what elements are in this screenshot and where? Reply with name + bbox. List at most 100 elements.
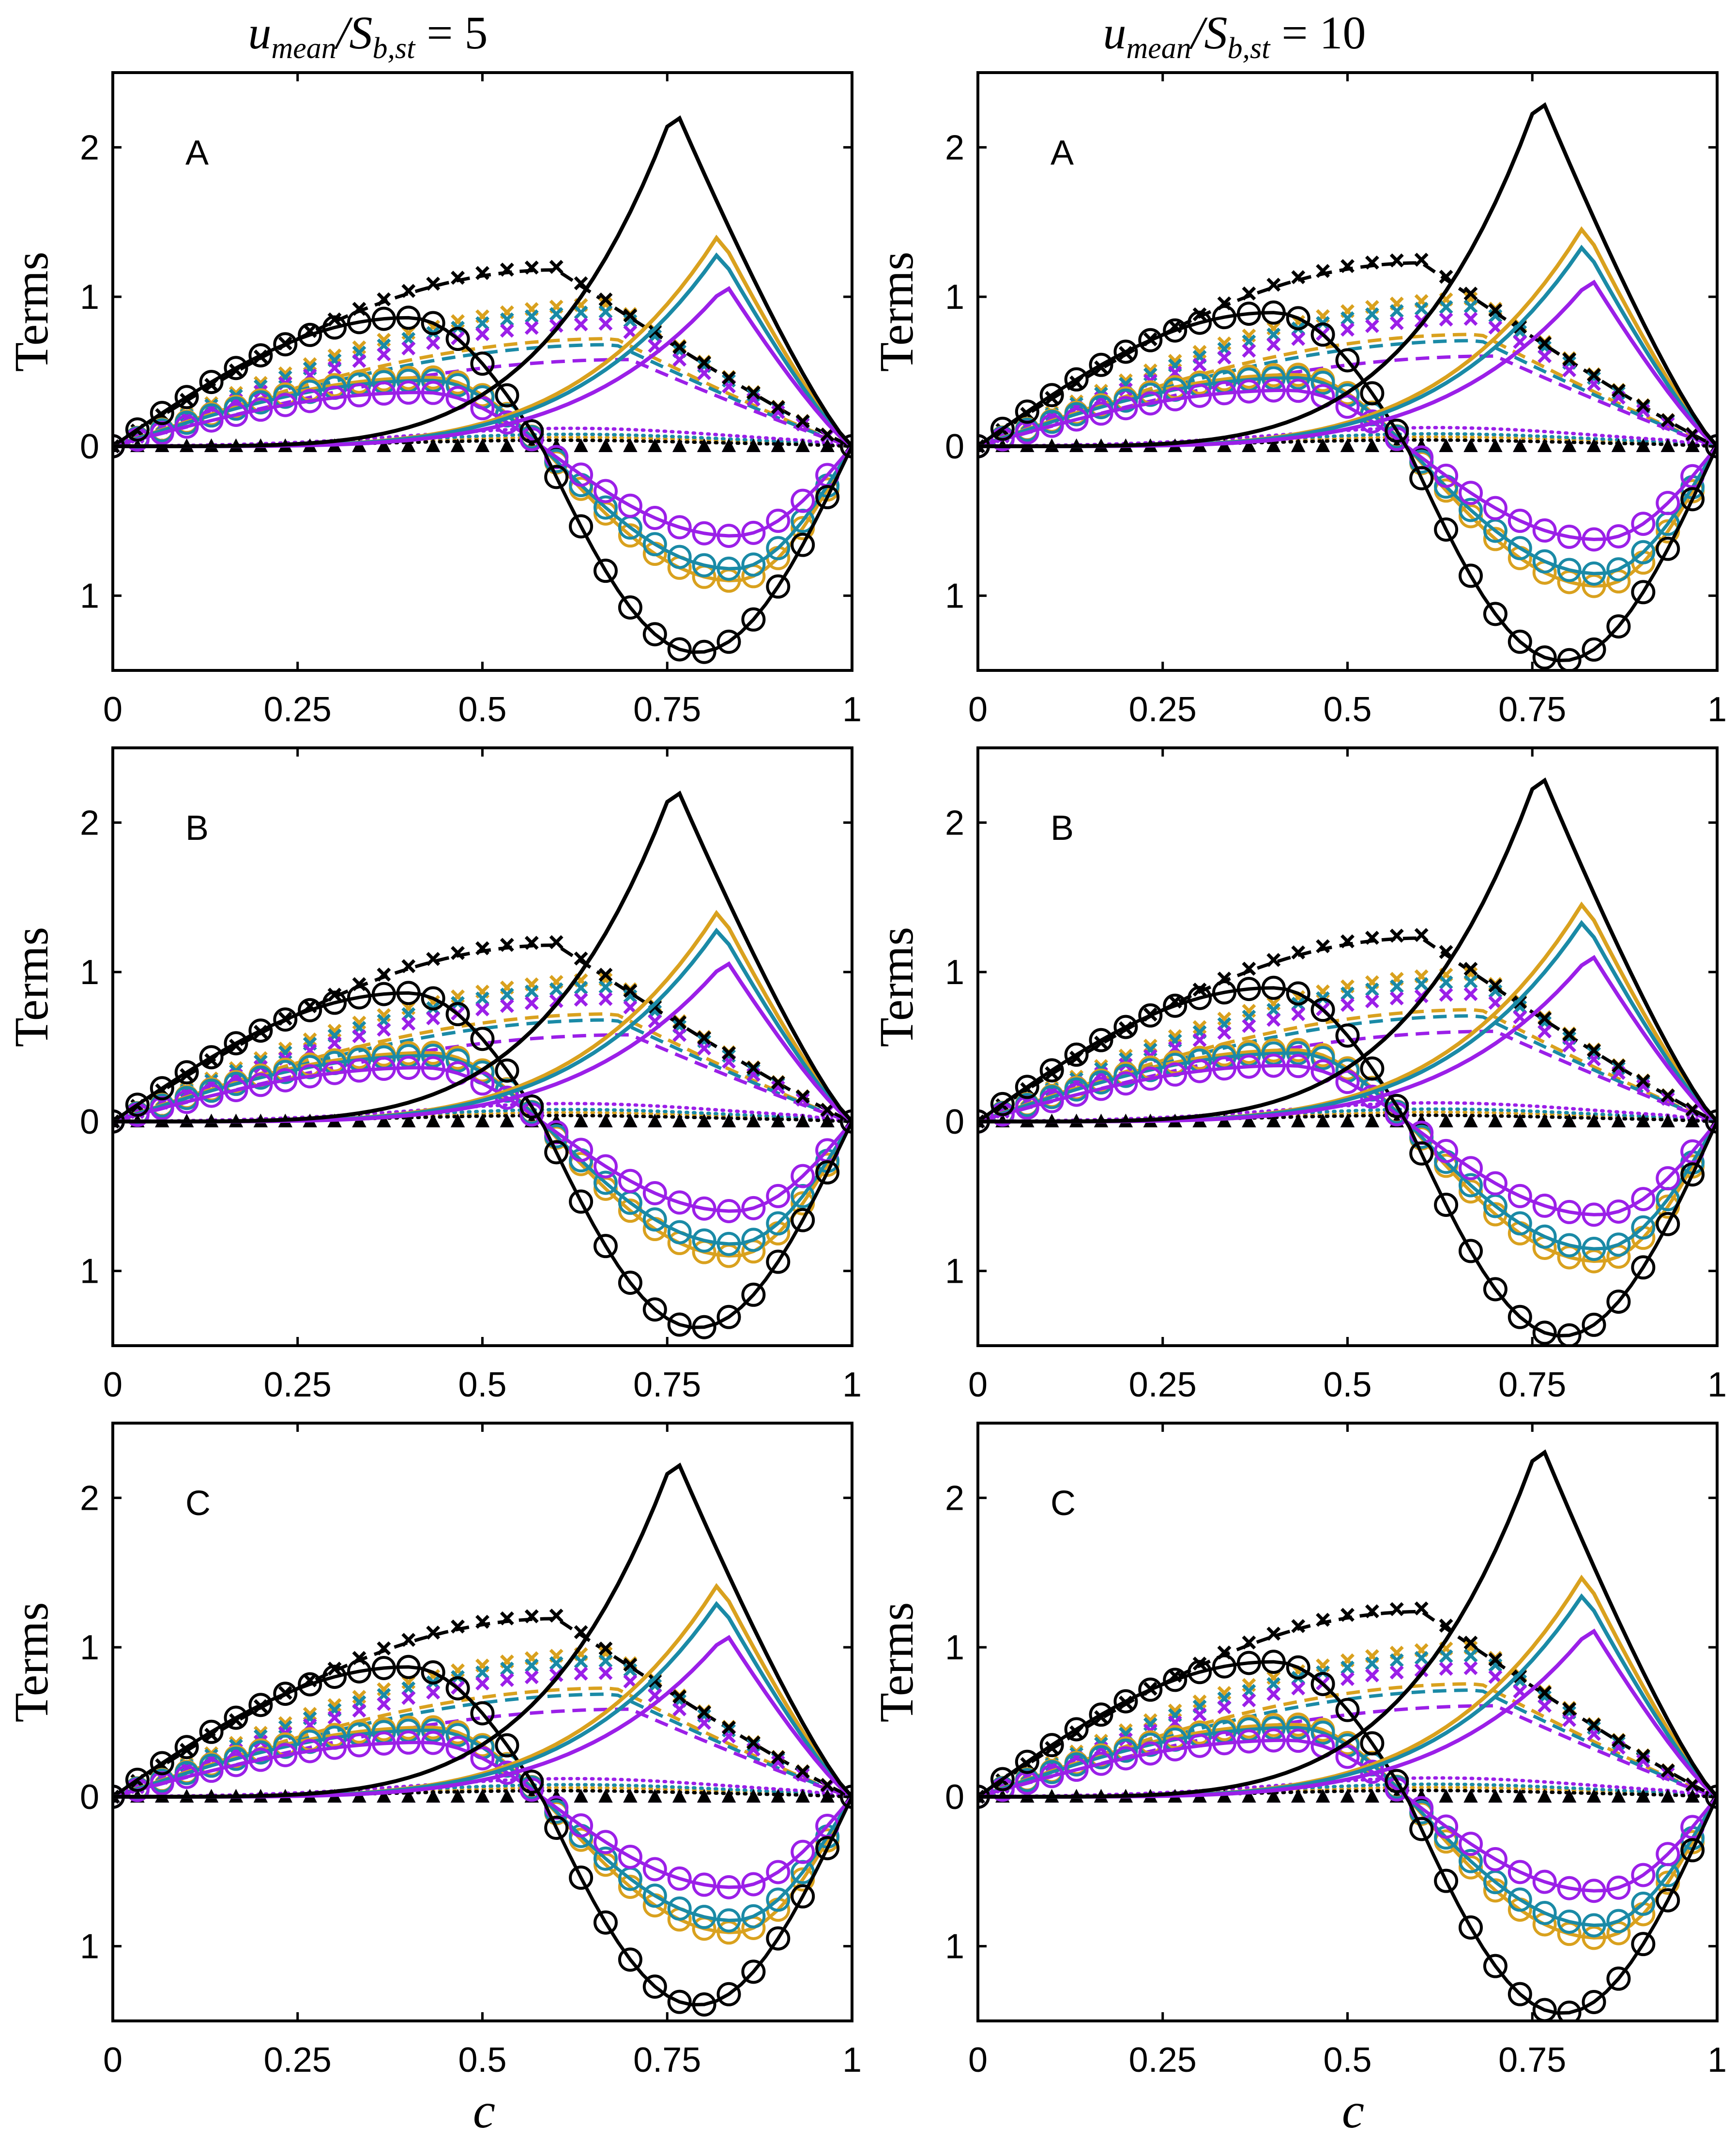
circle-marker-purple: [618, 1169, 642, 1193]
triangle-marker-black: [1562, 1113, 1577, 1127]
x-marker-black: [1538, 1011, 1552, 1026]
triangle-marker-black: [1586, 438, 1601, 452]
x-marker-black: [771, 1075, 785, 1090]
circle-marker-black: [1089, 1028, 1113, 1052]
circle-marker-black: [840, 434, 852, 458]
x-marker-orange: [1143, 363, 1157, 378]
triangle-marker-black: [721, 438, 736, 452]
x-marker-purple: [574, 1667, 588, 1681]
circle-marker-black: [1039, 1733, 1064, 1758]
x-marker-black: [1242, 961, 1256, 976]
x-marker-purple: [426, 336, 441, 350]
x-marker-purple: [1291, 332, 1306, 346]
circle-marker-black: [1335, 348, 1360, 373]
circle-marker-purple: [642, 1857, 667, 1882]
triangle-marker-black: [697, 1789, 712, 1803]
x-marker-black: [1266, 1626, 1281, 1641]
x-marker-orange: [1168, 1029, 1182, 1044]
circle-marker-black: [1557, 1323, 1582, 1346]
circle-marker-black: [1015, 1749, 1039, 1774]
triangle-marker-black: [648, 1789, 662, 1803]
x-marker-black: [377, 292, 391, 306]
circle-marker-black: [519, 419, 544, 444]
x-marker-purple: [500, 1673, 514, 1687]
circle-marker-black: [544, 1816, 569, 1840]
circle-marker-purple: [347, 1058, 371, 1083]
circle-marker-black: [1434, 517, 1459, 542]
circle-marker-black: [642, 622, 667, 647]
circle-marker-black: [1188, 310, 1212, 335]
x-marker-purple: [524, 996, 539, 1010]
circle-marker-black: [199, 370, 224, 395]
circle-marker-teal: [224, 1072, 248, 1096]
circle-marker-teal: [667, 1896, 692, 1921]
circle-marker-black: [1434, 1192, 1459, 1217]
solid-series-orange: [113, 234, 852, 448]
circle-marker-teal: [1286, 365, 1310, 390]
circle-marker-teal: [1582, 1236, 1606, 1261]
triangle-marker-black: [672, 1113, 687, 1127]
triangle-marker-black: [795, 1113, 810, 1127]
solid-series-orange: [113, 910, 852, 1123]
circle-marker-black: [1656, 1888, 1680, 1912]
circle-marker-teal: [1606, 1909, 1631, 1933]
x-marker-black: [475, 941, 489, 956]
circle-marker-black: [1064, 1042, 1089, 1067]
circle-marker-black: [618, 1270, 642, 1295]
x-marker-black: [672, 1689, 687, 1704]
x-tick-label: 1: [842, 1366, 862, 1404]
circle-marker-teal: [1459, 1173, 1483, 1198]
circle-marker-black: [150, 1076, 174, 1101]
triangle-marker-black: [746, 1113, 761, 1127]
circle-marker-black: [569, 1189, 594, 1214]
circle-marker-purple: [1163, 1737, 1188, 1761]
x-marker-purple: [327, 361, 342, 375]
triangle-marker-black: [401, 1113, 416, 1127]
circle-marker-purple: [1434, 1138, 1459, 1163]
x-marker-black: [327, 987, 342, 1002]
x-marker-teal: [475, 316, 489, 331]
x-marker-purple: [1439, 312, 1453, 327]
x-marker-black: [1587, 368, 1601, 382]
circle-marker-black: [716, 1982, 741, 2006]
circle-marker-purple: [1631, 512, 1656, 536]
circle-marker-teal: [1459, 498, 1483, 522]
dashed-series-purple: [113, 358, 852, 448]
circle-marker-teal: [1089, 1745, 1113, 1770]
panel-letter: B: [185, 809, 209, 848]
circle-marker-teal: [1532, 1901, 1557, 1926]
circle-marker-black: [421, 1660, 445, 1685]
triangle-marker-black: [500, 1113, 515, 1127]
x-marker-black: [524, 260, 539, 275]
circle-marker-purple: [667, 1866, 692, 1891]
dashed-series-purple: [113, 1707, 852, 1799]
solid-series-orange: [978, 901, 1717, 1123]
x-tick-label: 1: [842, 2041, 862, 2079]
circle-marker-black: [150, 1751, 174, 1776]
circle-marker-black: [273, 332, 298, 357]
circle-marker-black: [544, 1140, 569, 1165]
circle-marker-black: [298, 1672, 322, 1697]
y-axis-label: Terms: [869, 252, 923, 372]
x-marker-black: [648, 324, 662, 339]
circle-marker-teal: [594, 1846, 618, 1871]
y-axis-label: Terms: [4, 1602, 58, 1723]
y-tick-label: 1: [80, 1628, 99, 1667]
triangle-marker-black: [500, 1789, 515, 1803]
circle-marker-purple: [569, 1138, 594, 1162]
x-marker-black: [1587, 1043, 1601, 1058]
x-marker-purple: [426, 1011, 441, 1026]
x-marker-purple: [475, 1676, 489, 1691]
circle-marker-purple: [1212, 381, 1236, 406]
x-marker-purple: [1266, 1687, 1281, 1701]
circle-marker-black: [1483, 1277, 1508, 1302]
circle-marker-teal: [1508, 1211, 1532, 1236]
x-tick-label: 0.25: [264, 690, 332, 729]
x-marker-black: [574, 276, 588, 290]
x-marker-orange: [327, 1698, 342, 1713]
circle-marker-black: [248, 1693, 273, 1717]
x-marker-black: [1266, 277, 1281, 292]
x-marker-teal: [1463, 299, 1478, 314]
circle-marker-black: [815, 485, 840, 510]
